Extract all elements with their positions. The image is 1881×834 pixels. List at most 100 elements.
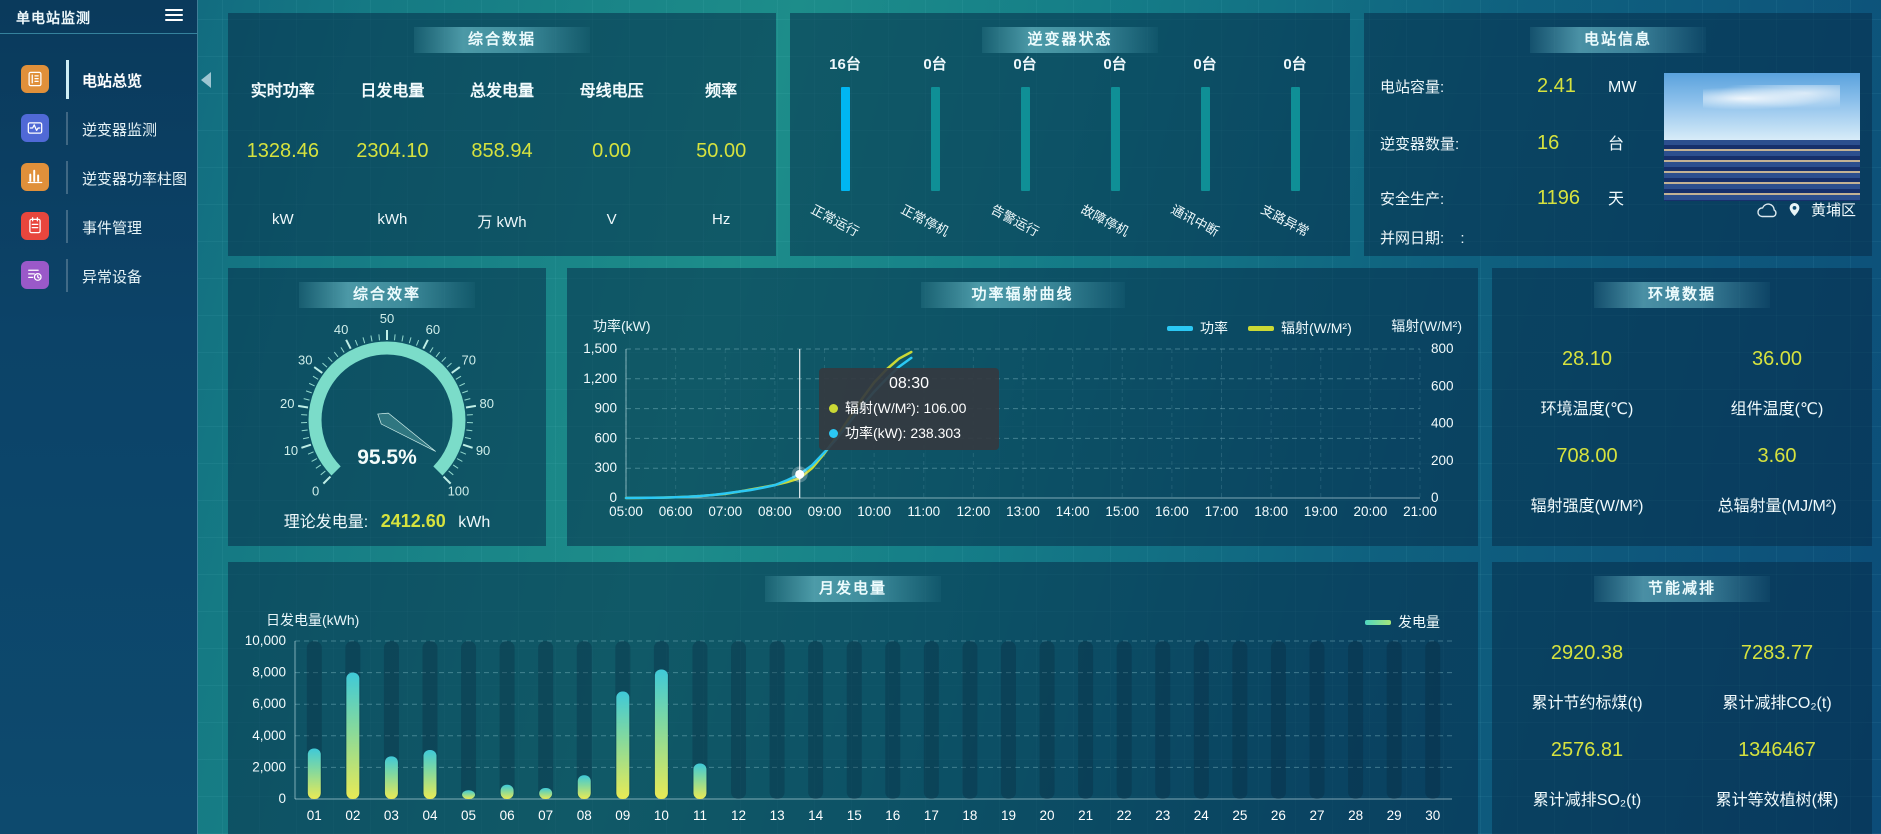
month-axis-name: 日发电量(kWh) xyxy=(266,612,360,628)
efficiency-gauge[interactable]: 0 10 20 30 40 50 60 70 80 90 100 95.5% xyxy=(228,296,546,508)
stat-cell: 28.10 环境温度(℃) xyxy=(1540,348,1634,418)
svg-text:17:00: 17:00 xyxy=(1205,504,1239,519)
svg-text:0: 0 xyxy=(609,490,617,505)
svg-text:1,200: 1,200 xyxy=(583,371,617,386)
legend-radiation[interactable]: 辐射(W/M²) xyxy=(1248,318,1352,338)
sidebar-item-label: 逆变器功率柱图 xyxy=(82,171,188,188)
svg-text:13:00: 13:00 xyxy=(1006,504,1040,519)
svg-text:15: 15 xyxy=(847,808,862,823)
svg-text:12: 12 xyxy=(731,808,746,823)
svg-text:05:00: 05:00 xyxy=(609,504,643,519)
legend-generation[interactable]: 发电量 xyxy=(1365,612,1440,632)
panel-monthly-energy: 月发电量 日发电量(kWh) 发电量 0 2,000 4,000 6,000 8,000… xyxy=(228,562,1478,834)
location-pin-icon[interactable] xyxy=(1788,201,1801,218)
event-management-icon xyxy=(21,212,49,240)
svg-text:50: 50 xyxy=(380,311,394,326)
sidebar-item-label: 事件管理 xyxy=(82,220,143,237)
svg-text:14:00: 14:00 xyxy=(1056,504,1090,519)
svg-text:30: 30 xyxy=(1425,808,1440,823)
svg-text:07: 07 xyxy=(538,808,553,823)
panel-overview: 综合数据 实时功率 日发电量 总发电量 母线电压 频率 1328.46 2304… xyxy=(228,13,776,256)
station-grid-date-row: 并网日期: : xyxy=(1380,230,1465,247)
svg-text:6,000: 6,000 xyxy=(252,696,286,711)
inverter-status-column: 0台 通讯中断 xyxy=(1168,56,1222,240)
legend-power[interactable]: 功率 xyxy=(1167,318,1228,338)
svg-text:90: 90 xyxy=(476,443,490,458)
hamburger-menu-icon[interactable] xyxy=(165,6,183,24)
stat-cell: 708.00 辐射强度(W/M²) xyxy=(1530,445,1644,515)
sidebar-menu: 电站总览 逆变器监测 逆变器功率柱图 事件管理 xyxy=(0,55,197,300)
panel-energy-saving: 节能减排 2920.38 累计节约标煤(t) 7283.77 累计减排CO₂(t) … xyxy=(1492,562,1872,834)
svg-text:28: 28 xyxy=(1348,808,1363,823)
svg-text:16:00: 16:00 xyxy=(1155,504,1189,519)
svg-text:06: 06 xyxy=(500,808,515,823)
sidebar-item-inverter-power-bars[interactable]: 逆变器功率柱图 xyxy=(0,153,197,202)
svg-text:22: 22 xyxy=(1117,808,1132,823)
svg-text:07:00: 07:00 xyxy=(708,504,742,519)
svg-text:03: 03 xyxy=(384,808,399,823)
monthly-energy-chart[interactable]: 0 2,000 4,000 6,000 8,000 10,000 01 02 03 04 05 06 0… xyxy=(228,562,1478,834)
weather-cloud-icon[interactable] xyxy=(1756,202,1778,218)
svg-text:27: 27 xyxy=(1310,808,1325,823)
svg-text:09:00: 09:00 xyxy=(808,504,842,519)
svg-text:26: 26 xyxy=(1271,808,1286,823)
svg-text:19: 19 xyxy=(1001,808,1016,823)
stat-cell: 3.60 总辐射量(MJ/M²) xyxy=(1717,445,1837,515)
svg-text:10: 10 xyxy=(284,443,298,458)
svg-text:24: 24 xyxy=(1194,808,1210,823)
svg-text:80: 80 xyxy=(480,396,494,411)
svg-text:20: 20 xyxy=(1040,808,1055,823)
svg-text:09: 09 xyxy=(615,808,630,823)
svg-text:400: 400 xyxy=(1431,416,1454,431)
sidebar: 单电站监测 电站总览 逆变器监测 逆变器功率柱图 xyxy=(0,0,198,834)
inverter-status-column: 0台 支路异常 xyxy=(1258,56,1312,240)
svg-text:19:00: 19:00 xyxy=(1304,504,1338,519)
svg-text:11: 11 xyxy=(693,808,707,823)
sidebar-item-inverter-monitor[interactable]: 逆变器监测 xyxy=(0,104,197,153)
inverter-power-bars-icon xyxy=(21,163,49,191)
overview-labels: 实时功率 日发电量 总发电量 母线电压 频率 xyxy=(250,83,738,100)
status-bar xyxy=(1021,87,1030,191)
svg-text:10: 10 xyxy=(654,808,669,823)
svg-text:200: 200 xyxy=(1431,453,1454,468)
panel-title: 综合效率 xyxy=(299,282,475,308)
sidebar-item-event-management[interactable]: 事件管理 xyxy=(0,202,197,251)
theory-generation: 理论发电量: 2412.60 kWh xyxy=(283,511,491,531)
sidebar-item-abnormal-device[interactable]: 异常设备 xyxy=(0,251,197,300)
svg-text:8,000: 8,000 xyxy=(252,665,286,680)
svg-text:70: 70 xyxy=(461,353,475,368)
svg-text:25: 25 xyxy=(1232,808,1247,823)
station-row: 安全生产: 1196 天 xyxy=(1380,187,1625,209)
month-chart-legend[interactable]: 发电量 xyxy=(1365,612,1440,632)
chart-tooltip: 08:30 辐射(W/M²): 106.00 功率(kW): 238.303 xyxy=(819,368,999,450)
svg-text:1,500: 1,500 xyxy=(583,341,617,356)
station-overview-icon xyxy=(21,65,49,93)
sidebar-collapse-arrow[interactable] xyxy=(201,72,211,88)
panel-efficiency: 综合效率 0 10 20 30 40 50 60 70 80 90 100 95.5% 理论发电量: … xyxy=(228,268,546,546)
sidebar-item-label: 异常设备 xyxy=(82,269,143,286)
right-axis-name: 辐射(W/M²) xyxy=(1391,318,1462,334)
sidebar-item-station-overview[interactable]: 电站总览 xyxy=(0,55,197,104)
svg-text:18: 18 xyxy=(962,808,977,823)
station-location: 黄埔区 xyxy=(1810,202,1856,219)
svg-text:16: 16 xyxy=(885,808,900,823)
power-radiation-chart[interactable]: 05:00 06:00 07:00 08:00 09:00 10:00 11:00 12:00… xyxy=(567,268,1478,546)
svg-text:4,000: 4,000 xyxy=(252,728,286,743)
overview-units: kW kWh 万 kWh V Hz xyxy=(271,211,731,231)
station-row: 电站容量: 2.41 MW xyxy=(1380,75,1637,97)
inverter-status-column: 16台 正常运行 xyxy=(808,56,862,240)
svg-text:29: 29 xyxy=(1387,808,1402,823)
svg-text:100: 100 xyxy=(448,483,470,498)
svg-text:0: 0 xyxy=(278,791,286,806)
station-footer: 黄埔区 xyxy=(1756,199,1856,220)
svg-text:15:00: 15:00 xyxy=(1105,504,1139,519)
svg-text:300: 300 xyxy=(594,460,617,475)
panel-title: 月发电量 xyxy=(765,576,941,602)
svg-text:04: 04 xyxy=(422,808,438,823)
inverter-status-chart[interactable]: 16台 正常运行 0台 正常停机 0台 告警运行 0台 故障停机 0台 通讯中断… xyxy=(800,53,1340,256)
svg-text:30: 30 xyxy=(298,353,312,368)
status-bar xyxy=(1291,87,1300,191)
line-chart-legend[interactable]: 功率 辐射(W/M²) xyxy=(1167,318,1352,338)
stat-cell: 36.00 组件温度(℃) xyxy=(1730,348,1824,418)
svg-text:18:00: 18:00 xyxy=(1254,504,1288,519)
